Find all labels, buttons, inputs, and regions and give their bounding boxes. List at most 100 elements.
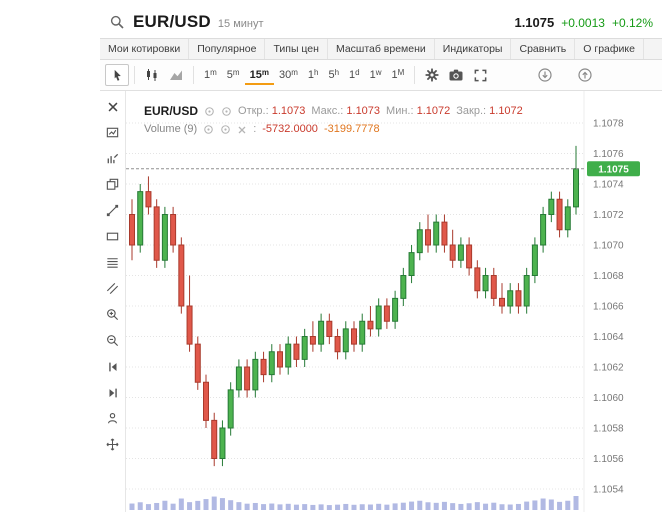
screenshot-camera-icon <box>449 69 463 81</box>
area-type-icon <box>170 70 182 80</box>
svg-text:1.1070: 1.1070 <box>593 241 624 252</box>
settings-dot-icon <box>205 107 214 116</box>
screenshot-button[interactable] <box>444 64 468 86</box>
price-change: +0.0013 <box>561 15 605 30</box>
timeframe-15m-button[interactable]: 15m <box>244 66 274 85</box>
trend-line-icon <box>106 204 119 217</box>
move-icon <box>106 438 119 451</box>
close-icon <box>238 126 246 133</box>
svg-text:1.1076: 1.1076 <box>593 149 624 160</box>
interval-label: 15 минут <box>217 18 264 30</box>
rectangle-tool-icon <box>106 232 119 241</box>
volume-visibility-button[interactable] <box>220 124 231 135</box>
download-button[interactable] <box>533 64 557 86</box>
svg-text:1.1062: 1.1062 <box>593 363 624 374</box>
duplicate-button[interactable] <box>103 176 123 193</box>
area-type-button[interactable] <box>164 64 188 86</box>
content: 1.1078 1.1076 1.1074 1.1072 1.1070 1.1068 1.10… <box>100 91 662 512</box>
menu-item-compare[interactable]: Сравнить <box>511 39 576 59</box>
timeframe-1w-button[interactable]: 1w <box>369 67 382 81</box>
menu-item-price-types[interactable]: Типы цен <box>265 39 328 59</box>
svg-text:1.1075: 1.1075 <box>598 164 629 175</box>
price-change-percent: +0.12% <box>611 15 653 30</box>
fullscreen-button[interactable] <box>468 64 492 86</box>
timeframe-1m-button[interactable]: 1m <box>204 67 217 81</box>
toolbar-right-icons <box>533 64 597 86</box>
chart-panel-icon <box>106 127 119 138</box>
legend-high: Макс.: 1.1073 <box>311 105 381 117</box>
volume-settings-button[interactable] <box>203 124 214 135</box>
step-forward-icon <box>109 388 117 397</box>
quote-block: 1.1075 +0.0013 +0.12% <box>514 15 655 30</box>
candlestick-type-icon <box>147 69 157 81</box>
visibility-icon <box>221 125 230 134</box>
search-icon <box>110 15 124 29</box>
timeframe-5h-button[interactable]: 5h <box>328 67 340 81</box>
zoom-out-button[interactable] <box>103 332 123 349</box>
step-back-icon <box>108 362 116 371</box>
symbol-title: EUR/USD <box>133 12 211 31</box>
toolbar-separator <box>134 66 135 84</box>
close-panel-button[interactable] <box>103 98 123 115</box>
last-price: 1.1075 <box>514 14 555 30</box>
edit-indicator-icon <box>107 153 119 164</box>
toolbar-separator <box>414 66 416 84</box>
menu-item-my-quotes[interactable]: Мои котировки <box>100 39 190 59</box>
move-button[interactable] <box>103 436 123 453</box>
menubar: Мои котировки Популярное Типы цен Масшта… <box>100 38 662 60</box>
settings-dot-icon <box>204 125 213 134</box>
chart-legend: EUR/USD Откр.: 1.1073 Макс.: 1.1073 Мин.… <box>144 104 523 137</box>
price-chart[interactable]: 1.1078 1.1076 1.1074 1.1072 1.1070 1.1068 1.10… <box>126 91 662 512</box>
annotation-button[interactable] <box>103 410 123 427</box>
fib-retracement-button[interactable] <box>103 254 123 271</box>
timeframe-1M-button[interactable]: 1M <box>391 67 405 81</box>
volume-value-1: -5732.0000 <box>262 123 318 135</box>
menu-item-about-chart[interactable]: О графике <box>575 39 644 59</box>
trend-line-button[interactable] <box>103 202 123 219</box>
export-button[interactable] <box>573 64 597 86</box>
search-button[interactable] <box>107 12 127 32</box>
drawing-toolbar <box>100 91 126 512</box>
legend-open: Откр.: 1.1073 <box>238 105 306 117</box>
volume-remove-button[interactable] <box>237 125 247 135</box>
duplicate-icon <box>106 178 119 190</box>
candlestick-type-button[interactable] <box>140 64 164 86</box>
menu-item-time-scale[interactable]: Масштаб времени <box>328 39 435 59</box>
legend-row-volume: Volume (9) : -5732.0000 -3199.7778 <box>144 122 523 137</box>
timeframe-30m-button[interactable]: 30m <box>278 67 298 81</box>
zoom-in-icon <box>107 309 119 321</box>
zoom-in-button[interactable] <box>103 306 123 323</box>
annotation-icon <box>108 412 117 424</box>
rectangle-tool-button[interactable] <box>103 228 123 245</box>
menu-item-popular[interactable]: Популярное <box>189 39 266 59</box>
step-back-button[interactable] <box>103 358 123 375</box>
volume-indicator-name: Volume (9) <box>144 123 198 135</box>
svg-text:1.1054: 1.1054 <box>593 485 624 496</box>
cursor-icon <box>114 69 121 81</box>
fib-retracement-icon <box>107 258 118 268</box>
chart-panel-button[interactable] <box>103 124 123 141</box>
cursor-tool-button[interactable] <box>105 64 129 86</box>
header: EUR/USD 15 минут 1.1075 +0.0013 +0.12% <box>100 6 662 38</box>
svg-text:1.1068: 1.1068 <box>593 271 624 282</box>
toolbar: 1m 5m 15m 30m 1h 5h 1d 1w 1M <box>100 60 662 91</box>
series-visibility-button[interactable] <box>221 106 232 117</box>
svg-text:1.1060: 1.1060 <box>593 393 624 404</box>
step-forward-button[interactable] <box>103 384 123 401</box>
visibility-icon <box>222 107 231 116</box>
settings-gear-icon <box>425 68 439 82</box>
timeframe-1d-button[interactable]: 1d <box>349 67 360 81</box>
settings-button[interactable] <box>420 64 444 86</box>
legend-close: Закр.: 1.1072 <box>456 105 523 117</box>
parallel-lines-icon <box>106 282 119 295</box>
edit-indicator-button[interactable] <box>103 150 123 167</box>
close-icon <box>108 102 117 111</box>
svg-text:1.1058: 1.1058 <box>593 424 624 435</box>
zoom-out-icon <box>107 335 119 347</box>
series-settings-button[interactable] <box>204 106 215 117</box>
timeframe-5m-button[interactable]: 5m <box>226 67 240 81</box>
legend-low: Мин.: 1.1072 <box>386 105 451 117</box>
timeframe-1h-button[interactable]: 1h <box>307 67 319 81</box>
menu-item-indicators[interactable]: Индикаторы <box>435 39 512 59</box>
parallel-lines-button[interactable] <box>103 280 123 297</box>
